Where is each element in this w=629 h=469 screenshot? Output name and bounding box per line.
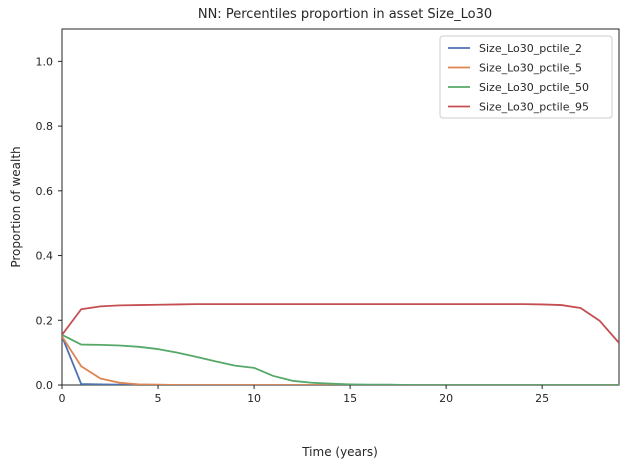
legend-label: Size_Lo30_pctile_95 <box>479 101 589 114</box>
x-tick-label: 0 <box>59 392 66 405</box>
y-tick-label: 1.0 <box>36 55 54 68</box>
legend-label: Size_Lo30_pctile_5 <box>479 62 582 75</box>
series-lines <box>62 303 619 385</box>
y-tick-label: 0.4 <box>36 250 54 263</box>
y-tick-label: 0.8 <box>36 120 54 133</box>
chart-title: NN: Percentiles proportion in asset Size… <box>198 7 492 22</box>
legend-label: Size_Lo30_pctile_2 <box>479 42 582 55</box>
y-axis-label: Proportion of wealth <box>9 146 23 267</box>
y-tick-label: 0.2 <box>36 314 54 327</box>
legend-frame <box>439 35 613 119</box>
x-tick-label: 25 <box>535 392 549 405</box>
y-tick-label: 0.0 <box>36 379 54 392</box>
series-line-size-lo30-pctile-50 <box>62 334 619 385</box>
y-axis: 0.0 0.2 0.4 0.6 0.8 1.0 <box>36 55 62 392</box>
legend: Size_Lo30_pctile_2 Size_Lo30_pctile_5 Size… <box>439 35 613 119</box>
series-line-size-lo30-pctile-5 <box>62 335 619 385</box>
x-tick-label: 5 <box>155 392 162 405</box>
y-tick-label: 0.6 <box>36 185 54 198</box>
x-tick-label: 15 <box>343 392 357 405</box>
legend-label: Size_Lo30_pctile_50 <box>479 81 589 94</box>
x-tick-label: 10 <box>247 392 261 405</box>
x-axis-label: Time (years) <box>301 445 378 459</box>
x-axis: 0 5 10 15 20 25 <box>59 385 549 405</box>
x-tick-label: 20 <box>439 392 453 405</box>
series-line-size-lo30-pctile-95 <box>62 303 619 344</box>
